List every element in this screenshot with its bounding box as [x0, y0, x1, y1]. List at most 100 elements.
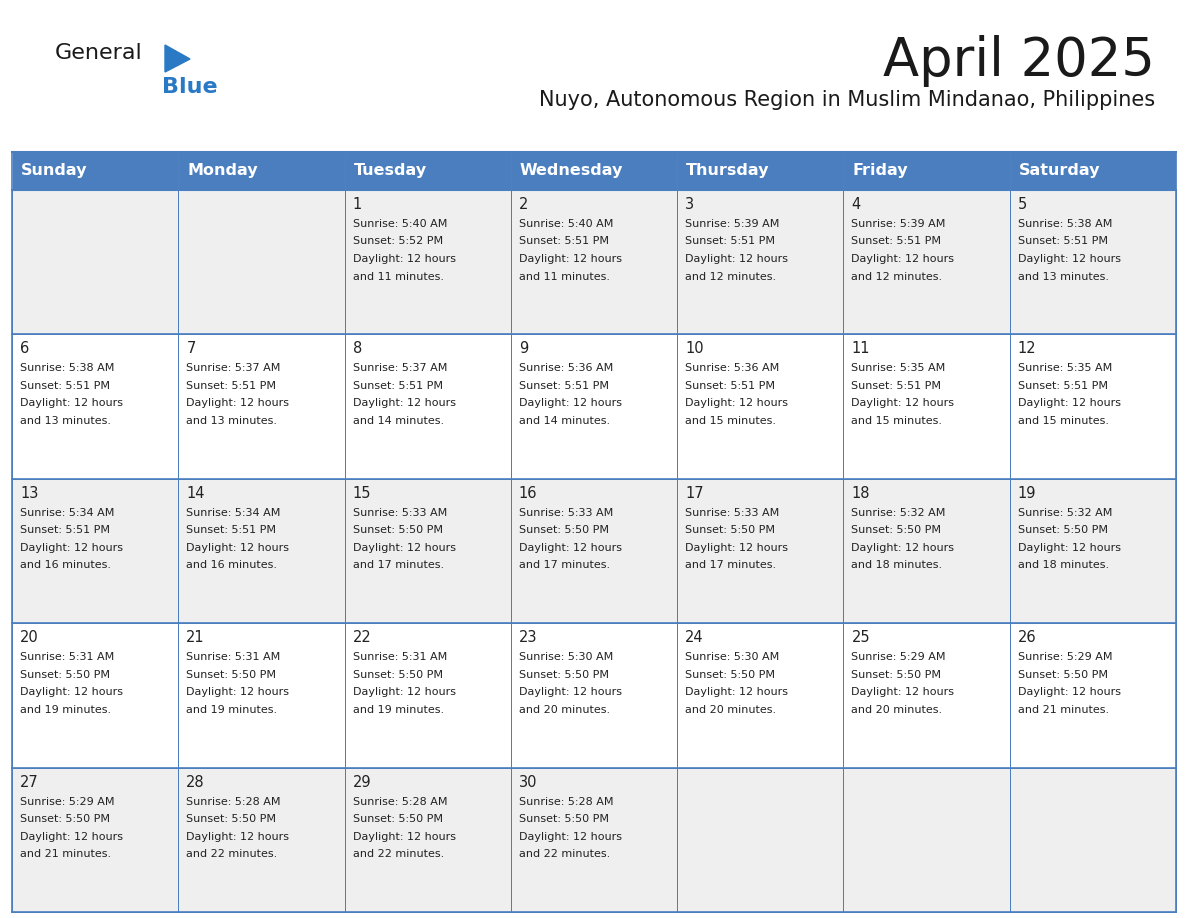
- Text: Sunset: 5:50 PM: Sunset: 5:50 PM: [519, 670, 609, 679]
- Text: Daylight: 12 hours: Daylight: 12 hours: [353, 543, 455, 553]
- Text: and 20 minutes.: and 20 minutes.: [685, 705, 776, 715]
- Text: and 22 minutes.: and 22 minutes.: [187, 849, 278, 859]
- Bar: [511, 152, 677, 190]
- Text: and 15 minutes.: and 15 minutes.: [852, 416, 942, 426]
- Text: Sunrise: 5:32 AM: Sunrise: 5:32 AM: [852, 508, 946, 518]
- Bar: [843, 623, 1010, 767]
- Text: 1: 1: [353, 197, 362, 212]
- Text: 3: 3: [685, 197, 694, 212]
- Text: 19: 19: [1018, 486, 1036, 501]
- Text: 4: 4: [852, 197, 860, 212]
- Bar: [1010, 479, 1176, 623]
- Text: and 13 minutes.: and 13 minutes.: [187, 416, 277, 426]
- Text: Sunset: 5:51 PM: Sunset: 5:51 PM: [187, 381, 277, 391]
- Text: and 12 minutes.: and 12 minutes.: [852, 272, 942, 282]
- Text: 5: 5: [1018, 197, 1026, 212]
- Text: Sunrise: 5:34 AM: Sunrise: 5:34 AM: [20, 508, 114, 518]
- Text: 26: 26: [1018, 630, 1036, 645]
- Text: and 22 minutes.: and 22 minutes.: [353, 849, 444, 859]
- Text: Sunrise: 5:34 AM: Sunrise: 5:34 AM: [187, 508, 280, 518]
- Text: Sunset: 5:50 PM: Sunset: 5:50 PM: [353, 814, 443, 824]
- Text: Sunrise: 5:31 AM: Sunrise: 5:31 AM: [20, 652, 114, 662]
- Text: and 13 minutes.: and 13 minutes.: [1018, 272, 1108, 282]
- Text: Sunrise: 5:37 AM: Sunrise: 5:37 AM: [187, 364, 280, 374]
- Text: 8: 8: [353, 341, 362, 356]
- Text: Daylight: 12 hours: Daylight: 12 hours: [1018, 254, 1120, 264]
- Text: Saturday: Saturday: [1019, 163, 1100, 178]
- Text: Nuyo, Autonomous Region in Muslim Mindanao, Philippines: Nuyo, Autonomous Region in Muslim Mindan…: [539, 90, 1155, 110]
- Text: Monday: Monday: [188, 163, 258, 178]
- Text: Sunset: 5:51 PM: Sunset: 5:51 PM: [519, 381, 609, 391]
- Text: Daylight: 12 hours: Daylight: 12 hours: [20, 688, 124, 697]
- Bar: [12, 623, 178, 767]
- Text: and 21 minutes.: and 21 minutes.: [20, 849, 112, 859]
- Text: Daylight: 12 hours: Daylight: 12 hours: [519, 398, 621, 409]
- Text: Daylight: 12 hours: Daylight: 12 hours: [519, 688, 621, 697]
- Text: and 18 minutes.: and 18 minutes.: [852, 560, 942, 570]
- Text: 25: 25: [852, 630, 870, 645]
- Bar: [345, 767, 511, 912]
- Text: Sunrise: 5:35 AM: Sunrise: 5:35 AM: [852, 364, 946, 374]
- Bar: [1010, 623, 1176, 767]
- Text: and 19 minutes.: and 19 minutes.: [187, 705, 278, 715]
- Text: Sunset: 5:51 PM: Sunset: 5:51 PM: [187, 525, 277, 535]
- Text: Sunset: 5:50 PM: Sunset: 5:50 PM: [187, 814, 277, 824]
- Text: Daylight: 12 hours: Daylight: 12 hours: [1018, 398, 1120, 409]
- Text: Sunset: 5:51 PM: Sunset: 5:51 PM: [20, 525, 110, 535]
- Bar: [1010, 767, 1176, 912]
- Text: 6: 6: [20, 341, 30, 356]
- Text: Daylight: 12 hours: Daylight: 12 hours: [353, 254, 455, 264]
- Text: Sunrise: 5:35 AM: Sunrise: 5:35 AM: [1018, 364, 1112, 374]
- Text: and 16 minutes.: and 16 minutes.: [20, 560, 110, 570]
- Text: Sunset: 5:50 PM: Sunset: 5:50 PM: [20, 814, 110, 824]
- Text: Sunrise: 5:31 AM: Sunrise: 5:31 AM: [187, 652, 280, 662]
- Text: Sunset: 5:51 PM: Sunset: 5:51 PM: [685, 381, 775, 391]
- Text: and 18 minutes.: and 18 minutes.: [1018, 560, 1108, 570]
- Text: Sunrise: 5:31 AM: Sunrise: 5:31 AM: [353, 652, 447, 662]
- Text: Daylight: 12 hours: Daylight: 12 hours: [353, 398, 455, 409]
- Text: Daylight: 12 hours: Daylight: 12 hours: [1018, 688, 1120, 697]
- Bar: [178, 623, 345, 767]
- Text: Sunrise: 5:39 AM: Sunrise: 5:39 AM: [852, 219, 946, 229]
- Bar: [677, 479, 843, 623]
- Text: Sunrise: 5:36 AM: Sunrise: 5:36 AM: [685, 364, 779, 374]
- Bar: [843, 334, 1010, 479]
- Text: Sunset: 5:50 PM: Sunset: 5:50 PM: [685, 670, 775, 679]
- Bar: [843, 190, 1010, 334]
- Bar: [511, 479, 677, 623]
- Text: Sunset: 5:51 PM: Sunset: 5:51 PM: [353, 381, 443, 391]
- Text: 28: 28: [187, 775, 204, 789]
- Bar: [12, 479, 178, 623]
- Bar: [178, 479, 345, 623]
- Text: Sunrise: 5:30 AM: Sunrise: 5:30 AM: [519, 652, 613, 662]
- Text: and 19 minutes.: and 19 minutes.: [20, 705, 112, 715]
- Text: Sunset: 5:51 PM: Sunset: 5:51 PM: [1018, 237, 1107, 247]
- Bar: [1010, 334, 1176, 479]
- Text: 23: 23: [519, 630, 537, 645]
- Text: 20: 20: [20, 630, 39, 645]
- Text: Sunset: 5:51 PM: Sunset: 5:51 PM: [1018, 381, 1107, 391]
- Text: 16: 16: [519, 486, 537, 501]
- Text: 27: 27: [20, 775, 39, 789]
- Text: Sunrise: 5:38 AM: Sunrise: 5:38 AM: [20, 364, 114, 374]
- Text: Daylight: 12 hours: Daylight: 12 hours: [1018, 543, 1120, 553]
- Text: Sunset: 5:50 PM: Sunset: 5:50 PM: [852, 525, 941, 535]
- Text: and 12 minutes.: and 12 minutes.: [685, 272, 776, 282]
- Text: 11: 11: [852, 341, 870, 356]
- Text: Sunset: 5:52 PM: Sunset: 5:52 PM: [353, 237, 443, 247]
- Text: Sunset: 5:51 PM: Sunset: 5:51 PM: [852, 237, 941, 247]
- Bar: [345, 190, 511, 334]
- Bar: [511, 190, 677, 334]
- Text: Daylight: 12 hours: Daylight: 12 hours: [20, 543, 124, 553]
- Text: Sunrise: 5:39 AM: Sunrise: 5:39 AM: [685, 219, 779, 229]
- Bar: [345, 479, 511, 623]
- Text: Sunset: 5:51 PM: Sunset: 5:51 PM: [519, 237, 609, 247]
- Bar: [345, 623, 511, 767]
- Text: Sunrise: 5:38 AM: Sunrise: 5:38 AM: [1018, 219, 1112, 229]
- Text: Sunrise: 5:40 AM: Sunrise: 5:40 AM: [519, 219, 613, 229]
- Bar: [843, 479, 1010, 623]
- Bar: [511, 623, 677, 767]
- Text: Sunday: Sunday: [21, 163, 88, 178]
- Text: Daylight: 12 hours: Daylight: 12 hours: [519, 543, 621, 553]
- Text: and 17 minutes.: and 17 minutes.: [685, 560, 776, 570]
